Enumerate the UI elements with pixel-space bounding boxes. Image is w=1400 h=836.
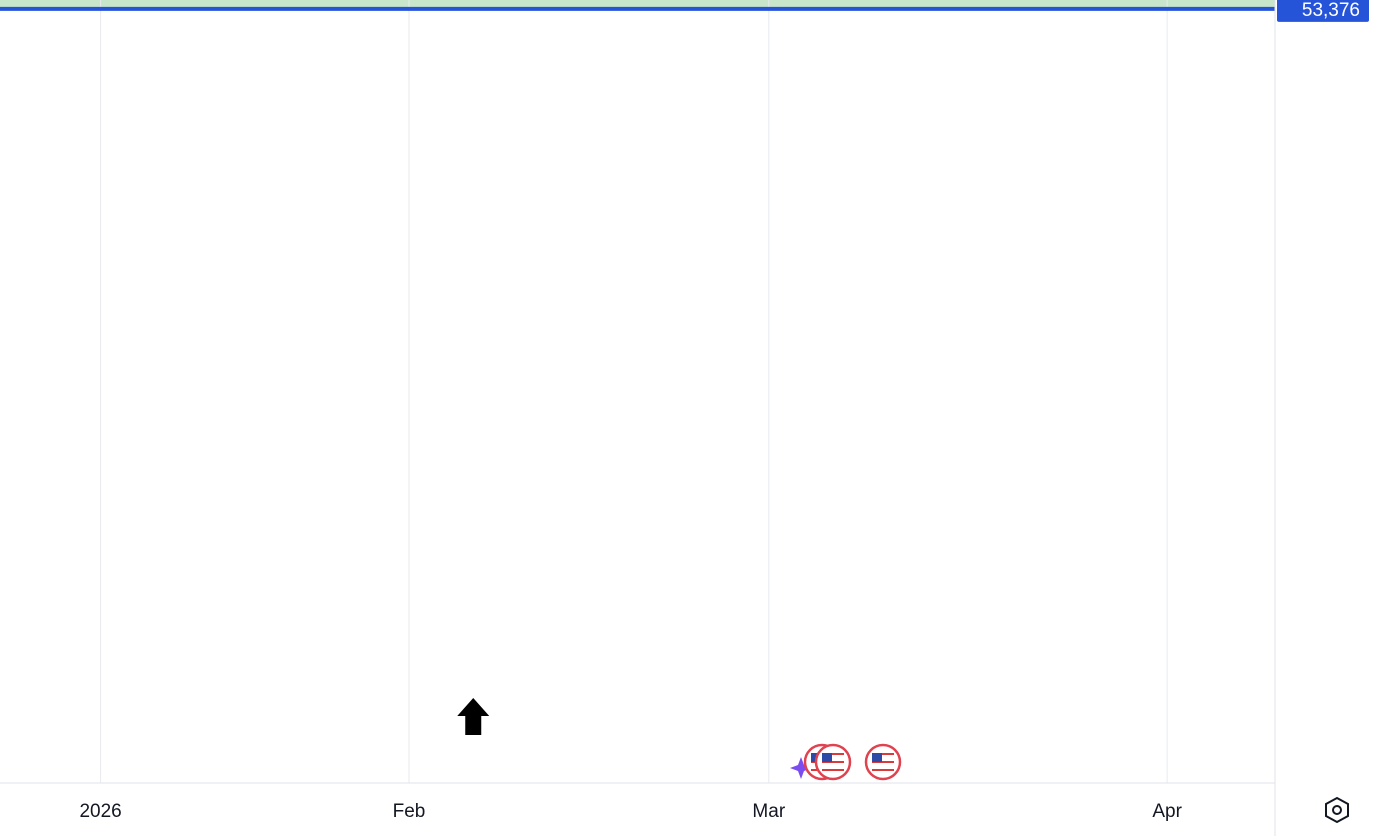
annotations <box>457 698 902 781</box>
flag-stripe <box>872 757 894 759</box>
settings-icon[interactable] <box>1322 796 1352 824</box>
level-label-bg <box>1277 0 1369 22</box>
level-label-53,376: 53,376 <box>1302 0 1360 21</box>
flag-canton <box>872 753 882 762</box>
flag-stripe <box>822 765 844 767</box>
level-lines <box>0 6 1275 11</box>
time-tick-2026: 2026 <box>79 801 121 822</box>
flag-stripe <box>822 753 844 755</box>
time-tick-Apr: Apr <box>1152 801 1182 822</box>
us-flag-icon <box>864 743 902 781</box>
time-tick-Feb: Feb <box>393 801 426 822</box>
flag-stripe <box>872 761 894 763</box>
time-axis-bg <box>0 784 1275 836</box>
grid-lines <box>0 0 1275 784</box>
level-labels: 97,70091,92886,80080,64074,11064,99257,5… <box>1277 0 1369 22</box>
price-axis-bg <box>1275 0 1400 836</box>
us-flag-icon <box>814 743 852 781</box>
sparkle-icon <box>790 757 812 779</box>
flag-stripe <box>872 769 894 771</box>
flag-stripe <box>872 753 894 755</box>
time-axis: 2026 Feb Mar Apr <box>79 801 1182 822</box>
up-arrow-icon <box>457 698 490 735</box>
flag-stripe <box>872 765 894 767</box>
time-tick-Mar: Mar <box>752 801 785 822</box>
flag-stripe <box>822 761 844 763</box>
flag-stripe <box>822 769 844 771</box>
flag-canton <box>822 753 832 762</box>
flag-stripe <box>822 757 844 759</box>
zone-2 <box>0 0 1275 9</box>
zones <box>0 0 1275 9</box>
